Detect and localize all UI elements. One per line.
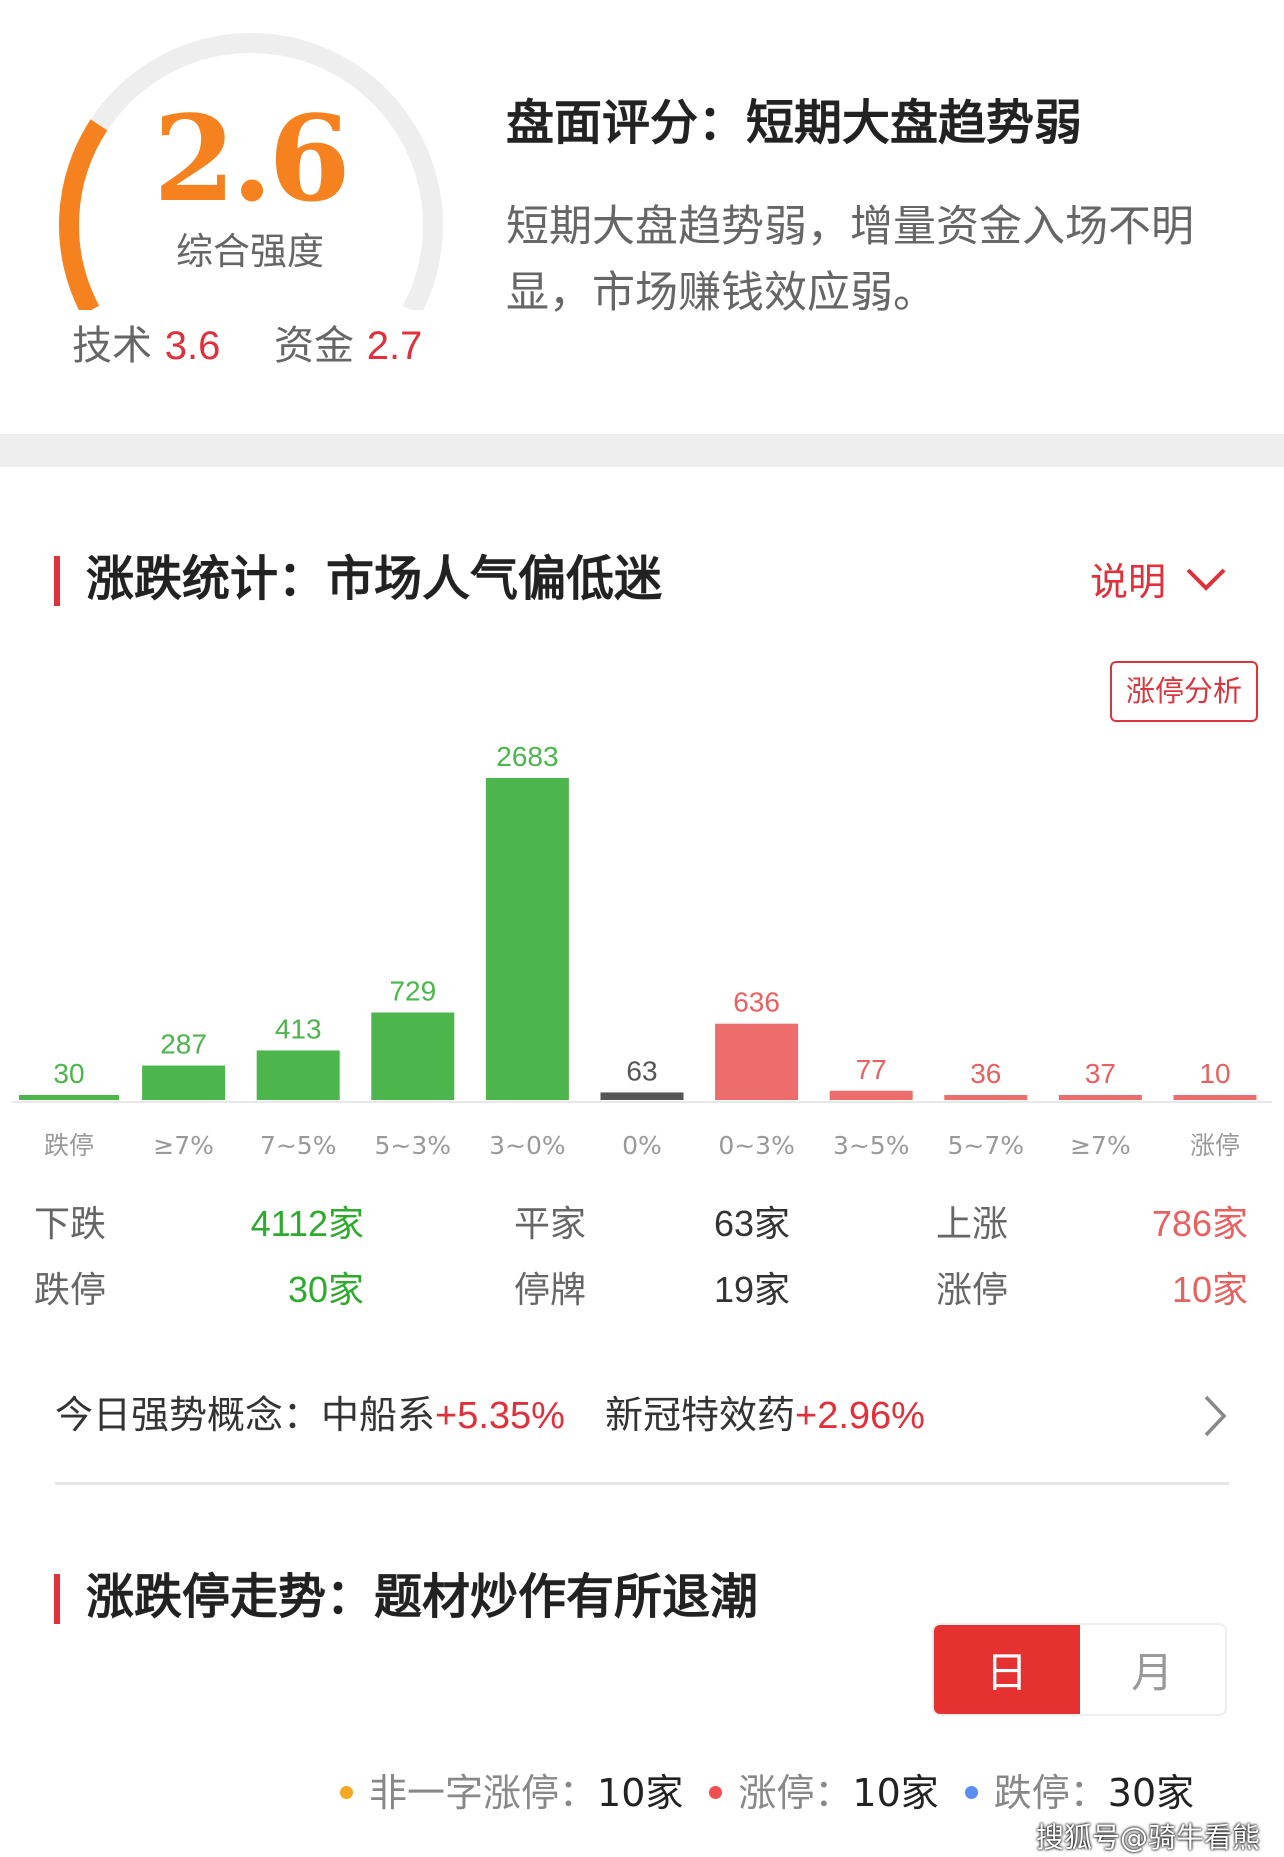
x-tick-label: 3~5% — [833, 1131, 910, 1160]
legend-label: 涨停： — [738, 1771, 853, 1815]
up-count: 786家 — [1151, 1203, 1248, 1244]
concept-change: +2.96% — [795, 1395, 925, 1437]
data-label: 2683 — [496, 741, 558, 772]
fund-score: 资金 2.7 — [274, 323, 423, 369]
down-label: 下跌 — [34, 1203, 107, 1244]
summary-desc: 短期大盘趋势弱，增量资金入场不明显，市场赚钱效应弱。 — [506, 202, 1194, 318]
bar — [142, 1065, 226, 1100]
divider — [55, 1482, 1229, 1485]
bar — [19, 1095, 119, 1100]
up-label: 上涨 — [936, 1203, 1009, 1244]
data-label: 30 — [53, 1058, 84, 1089]
bar — [944, 1095, 1028, 1100]
bar — [600, 1092, 684, 1100]
tech-score: 技术 3.6 — [72, 323, 221, 369]
bar — [829, 1090, 913, 1100]
flat-count: 63家 — [713, 1203, 790, 1244]
legend-dot-icon — [964, 1786, 978, 1799]
data-label: 636 — [733, 987, 780, 1018]
suspended-count: 19家 — [713, 1269, 790, 1310]
score-value: 2.6 — [153, 89, 350, 228]
summary-title: 盘面评分：短期大盘趋势弱 — [506, 95, 1083, 151]
legend-value: 10家 — [597, 1771, 684, 1815]
section-marker — [54, 556, 60, 606]
legend-label: 跌停： — [993, 1771, 1108, 1815]
x-tick-label: ≥7% — [153, 1131, 214, 1160]
concept-name: 新冠特效药 — [604, 1393, 795, 1437]
x-tick-label: ≥7% — [1070, 1131, 1131, 1160]
bar — [1058, 1095, 1142, 1100]
distribution-chart: 30 跌停 287 ≥7% 413 7~5% 729 5~3% 2683 3~0% 63 0% 636 0… — [12, 741, 1272, 1160]
x-tick-label: 跌停 — [44, 1131, 94, 1160]
score-gauge — [59, 33, 443, 310]
concepts-label: 今日强势概念： — [55, 1393, 322, 1437]
bar — [715, 1023, 799, 1100]
data-label: 287 — [160, 1029, 207, 1060]
data-label: 37 — [1085, 1058, 1116, 1089]
section-marker — [54, 1574, 60, 1624]
strong-concepts-row[interactable]: 今日强势概念：中船系+5.35% 新冠特效药+2.96% — [55, 1392, 925, 1439]
legend-label: 非一字涨停： — [369, 1771, 598, 1815]
limit-down-count: 30家 — [287, 1269, 364, 1310]
limit-up-count: 10家 — [1171, 1269, 1248, 1310]
flat-label: 平家 — [514, 1203, 587, 1244]
gauge-fill — [59, 119, 108, 310]
concept-name: 中船系 — [321, 1393, 436, 1437]
x-tick-label: 7~5% — [260, 1131, 337, 1160]
legend-value: 30家 — [1107, 1771, 1195, 1815]
legend-value: 10家 — [852, 1771, 939, 1815]
data-label: 413 — [275, 1013, 322, 1044]
period-toggle[interactable]: 日 月 — [932, 1623, 1227, 1716]
legend-dot-icon — [340, 1786, 353, 1799]
x-tick-label: 0~3% — [718, 1131, 795, 1160]
trend-legend: 非一字涨停：10家 涨停：10家 跌停：30家 — [340, 1770, 1220, 1816]
x-tick-label: 涨停 — [1190, 1131, 1240, 1160]
bar — [485, 778, 569, 1100]
legend-dot-icon — [709, 1786, 723, 1799]
limit-down-label: 跌停 — [34, 1269, 107, 1310]
chevron-right-icon[interactable] — [1200, 1393, 1230, 1439]
x-tick-label: 3~0% — [489, 1131, 566, 1160]
explain-toggle[interactable]: 说明 — [1090, 551, 1228, 606]
limit-up-label: 涨停 — [936, 1269, 1009, 1310]
data-label: 10 — [1199, 1058, 1230, 1089]
x-tick-label: 5~7% — [948, 1131, 1025, 1160]
stats-title: 涨跌统计：市场人气偏低迷 — [86, 551, 663, 607]
data-label: 36 — [970, 1058, 1001, 1089]
limit-up-analysis-button[interactable]: 涨停分析 — [1110, 661, 1258, 722]
bar — [371, 1012, 455, 1100]
down-count: 4112家 — [250, 1203, 364, 1244]
bar — [1173, 1095, 1257, 1100]
tab-day[interactable]: 日 — [934, 1625, 1080, 1714]
explain-label: 说明 — [1090, 560, 1167, 604]
concept-change: +5.35% — [435, 1395, 565, 1437]
data-label: 63 — [626, 1055, 657, 1086]
x-tick-label: 5~3% — [375, 1131, 452, 1160]
trend-title: 涨跌停走势：题材炒作有所退潮 — [86, 1569, 759, 1625]
chevron-down-icon — [1186, 568, 1226, 591]
data-label: 729 — [389, 976, 436, 1007]
suspended-label: 停牌 — [514, 1269, 587, 1310]
x-tick-label: 0% — [622, 1131, 662, 1160]
score-label: 综合强度 — [176, 230, 324, 273]
section-divider — [0, 434, 1284, 467]
bar — [256, 1050, 340, 1100]
watermark: 搜狐号@骑牛看熊 — [1035, 1821, 1260, 1854]
data-label: 77 — [856, 1054, 887, 1085]
tab-month[interactable]: 月 — [1131, 1648, 1174, 1697]
